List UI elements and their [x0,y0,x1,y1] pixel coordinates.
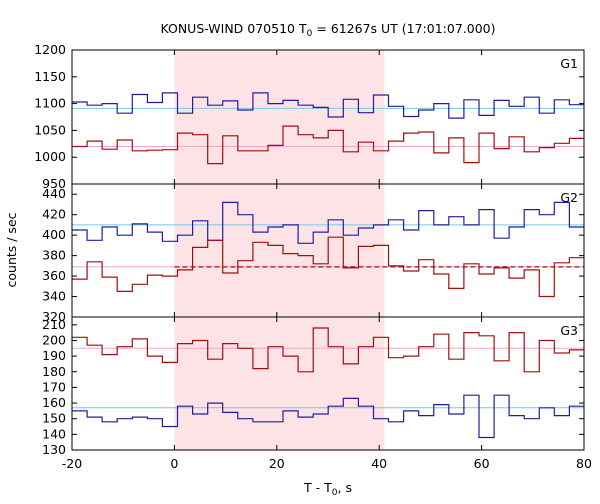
x-tick-label: 0 [170,456,178,471]
panel-label-g1: G1 [560,56,578,71]
series-red-g2 [72,236,584,298]
y-tick-label: 1000 [34,149,66,164]
y-tick-label: 400 [42,227,66,242]
y-tick-label: 950 [42,176,66,191]
panel-g1 [72,92,584,165]
panel-frame-g3 [71,316,585,451]
x-axis-label: T - T0, s [303,480,352,498]
y-tick-label: 1150 [34,69,66,84]
y-tick-label: 130 [42,442,66,457]
series-blue-g1 [72,92,584,119]
y-tick-label: 170 [42,379,66,394]
y-tick-label: 1050 [34,122,66,137]
x-tick-label: 40 [371,456,387,471]
panel-g2 [72,200,584,298]
y-tick-label: 210 [42,317,66,332]
panels: 95010001050110011501200G1320340360380400… [34,42,592,471]
y-tick-label: 340 [42,289,66,304]
x-tick-label: 20 [269,456,285,471]
series-red-g3 [72,327,584,373]
series-blue-g3 [72,394,584,439]
chart-title: KONUS-WIND 070510 T0 = 61267s UT (17:01:… [160,21,495,39]
y-tick-label: 320 [42,309,66,324]
y-tick-label: 1200 [34,42,66,57]
y-tick-label: 1100 [34,96,66,111]
panel-label-g2: G2 [560,190,578,205]
y-tick-label: 180 [42,364,66,379]
y-tick-label: 380 [42,248,66,263]
y-tick-label: 360 [42,268,66,283]
series-blue-g2 [72,200,584,244]
y-tick-label: 140 [42,426,66,441]
panel-label-g3: G3 [560,323,578,338]
series-red-g1 [72,125,584,165]
y-tick-label: 150 [42,411,66,426]
x-tick-label: 60 [474,456,490,471]
x-tick-label: -20 [62,456,82,471]
shaded-interval [174,50,385,450]
y-axis-label: counts / sec [4,212,19,287]
x-tick-label: 80 [576,456,592,471]
y-tick-label: 160 [42,395,66,410]
y-tick-label: 440 [42,186,66,201]
panel-g3 [72,327,584,439]
y-tick-label: 420 [42,207,66,222]
y-tick-label: 190 [42,348,66,363]
y-tick-label: 200 [42,332,66,347]
